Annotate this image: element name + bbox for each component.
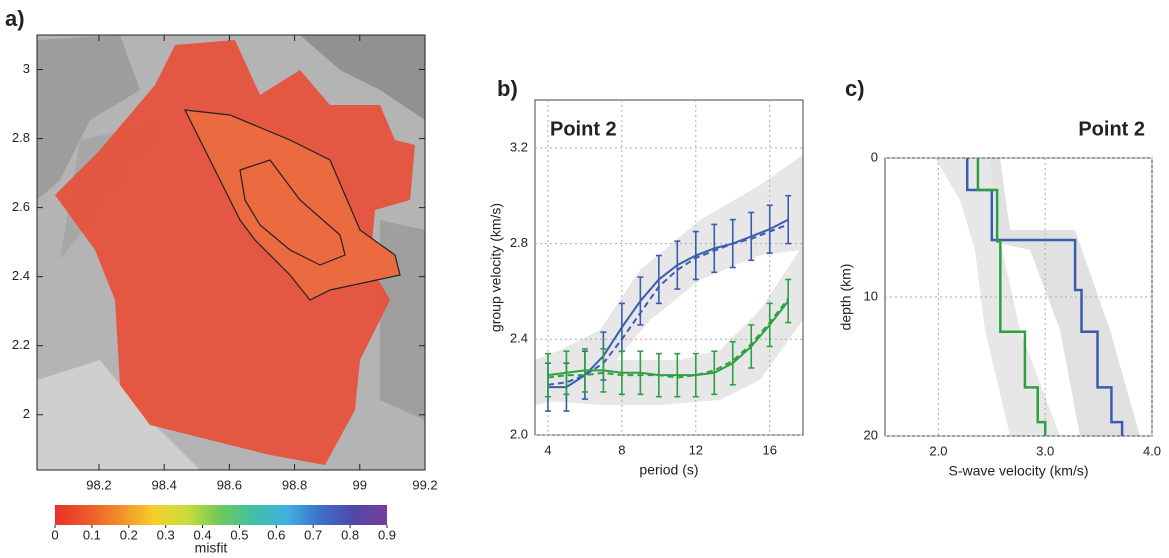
panel-label: b): [497, 76, 518, 101]
y-axis-label: group velocity (km/s): [488, 203, 504, 332]
y-tick-label: 10: [864, 288, 878, 303]
x-axis-label: period (s): [639, 462, 698, 478]
colorbar-title: misfit: [195, 540, 228, 556]
y-tick-label: 20: [864, 427, 878, 442]
y-tick-label: 2.4: [510, 331, 528, 346]
x-axis-label: S-wave velocity (km/s): [948, 463, 1088, 479]
x-tick-label: 98.2: [86, 477, 111, 492]
colorbar-tick-label: 0.9: [378, 527, 396, 542]
x-tick-label: 98.8: [282, 477, 307, 492]
y-tick-label: 2.2: [12, 337, 30, 352]
panel-label: a): [5, 6, 25, 31]
map-relief: [37, 35, 425, 470]
x-tick-label: 8: [618, 442, 625, 457]
x-tick-label: 98.6: [217, 477, 242, 492]
y-tick-label: 3: [23, 61, 30, 76]
y-tick-label: 2.8: [510, 235, 528, 250]
ensemble-spread: [535, 155, 803, 405]
x-tick-label: 2.0: [929, 443, 947, 458]
x-tick-label: 98.4: [152, 477, 177, 492]
colorbar-tick-label: 0.6: [267, 527, 285, 542]
figure: a) 98.2 98.4 98.6 98.8 99 99.2 2 2.2 2.4 2.6 2.8 3 0 0…: [0, 0, 1169, 558]
panel-label: c): [845, 76, 865, 101]
x-tick-label: 3.0: [1036, 443, 1054, 458]
colorbar: [55, 505, 387, 525]
x-tick-label: 4: [544, 442, 551, 457]
y-tick-label: 2.4: [12, 268, 30, 283]
x-tick-label: 16: [762, 442, 776, 457]
y-tick-label: 3.2: [510, 139, 528, 154]
x-tick-label: 99.2: [412, 477, 437, 492]
y-axis-label: depth (km): [838, 264, 854, 331]
panel-title: Point 2: [1078, 118, 1145, 140]
y-tick-label: 2.6: [12, 199, 30, 214]
colorbar-tick-label: 0.7: [304, 527, 322, 542]
x-tick-label: 12: [689, 442, 703, 457]
y-tick-label: 0: [871, 149, 878, 164]
y-tick-label: 2: [23, 406, 30, 421]
x-tick-label: 99: [353, 477, 367, 492]
y-tick-label: 2.0: [510, 426, 528, 441]
panel-title: Point 2: [550, 118, 617, 140]
colorbar-tick-label: 0.5: [230, 527, 248, 542]
colorbar-tick-label: 0.8: [341, 527, 359, 542]
colorbar-tick-label: 0.3: [157, 527, 175, 542]
y-tick-label: 2.8: [12, 130, 30, 145]
x-tick-label: 4.0: [1143, 443, 1161, 458]
colorbar-tick-label: 0.2: [120, 527, 138, 542]
colorbar-tick-label: 0: [51, 527, 58, 542]
colorbar-tick-label: 0.1: [83, 527, 101, 542]
